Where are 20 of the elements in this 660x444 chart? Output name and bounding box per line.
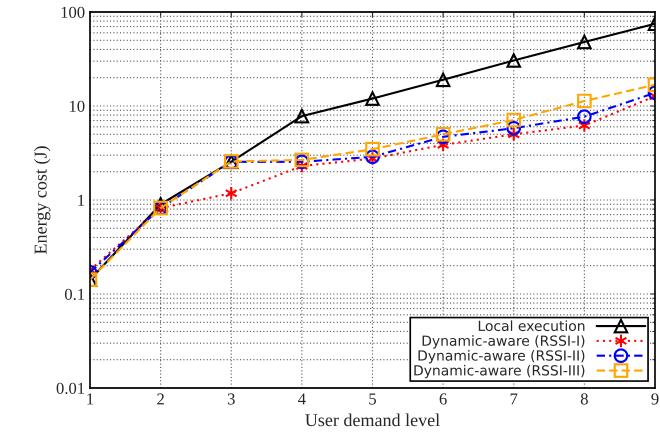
x-tick-label: 1 [87, 393, 94, 404]
x-tick-label: 8 [580, 393, 588, 405]
x-tick-label: 9 [651, 393, 658, 405]
y-tick-label: 1 [78, 194, 84, 206]
y-axis-title: Energy cost (J) [34, 146, 50, 254]
legend-label: Dynamic-aware (RSSI-I) [422, 335, 584, 349]
legend-label: Local execution [478, 320, 584, 332]
x-tick-label: 2 [157, 393, 164, 404]
y-tick-label: 0.01 [56, 382, 84, 394]
y-tick-label: 0.1 [64, 288, 84, 300]
x-tick-label: 7 [510, 394, 518, 404]
x-axis-title: User demand level [305, 414, 440, 426]
y-tick-label: 10 [70, 100, 85, 112]
x-tick-label: 3 [228, 393, 235, 405]
x-tick-label: 5 [369, 394, 376, 405]
x-tick-label: 6 [440, 393, 447, 405]
y-tick-label: 100 [62, 6, 85, 18]
legend-label: Dynamic-aware (RSSI-III) [414, 364, 584, 378]
legend-label: Dynamic-aware (RSSI-II) [418, 350, 584, 364]
x-tick-label: 4 [298, 393, 306, 404]
